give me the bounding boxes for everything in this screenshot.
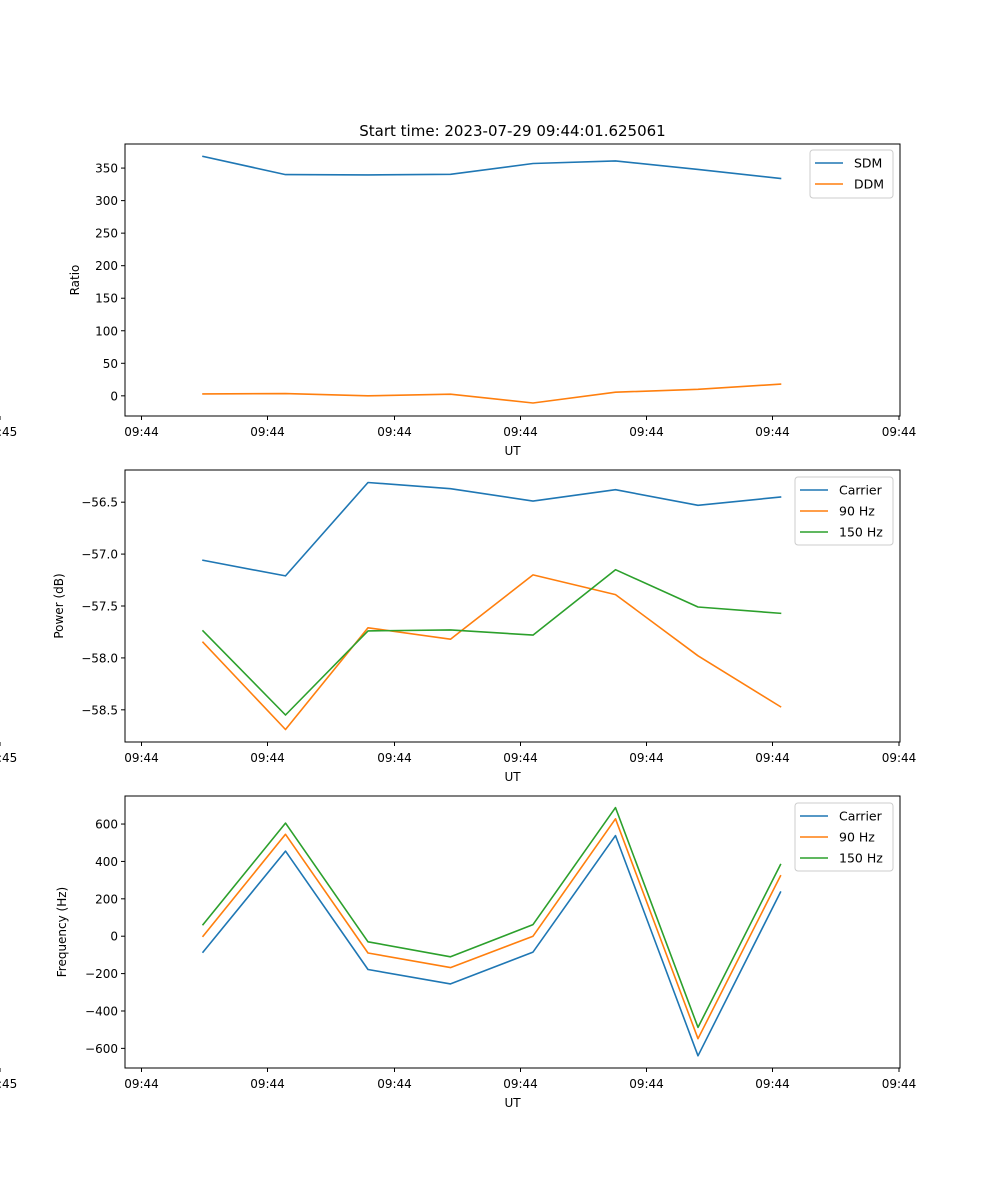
x-tick-label: 09:44 xyxy=(503,751,538,765)
y-tick-label: 200 xyxy=(95,892,118,906)
ratio-x-axis-label: UT xyxy=(504,444,521,458)
legend-label: 90 Hz xyxy=(839,830,875,845)
x-tick-label: 09:45 xyxy=(0,751,17,765)
chart-title: Start time: 2023-07-29 09:44:01.625061 xyxy=(359,122,665,140)
power-x-ticks: 09:44 09:44 09:44 09:44 09:44 09:44 09:44 09:45 xyxy=(0,742,916,765)
x-tick-label: 09:44 xyxy=(882,751,917,765)
x-tick-label: 09:44 xyxy=(377,425,412,439)
power-legend: Carrier 90 Hz 150 Hz xyxy=(794,476,894,546)
series-line-90-hz xyxy=(201,574,782,731)
legend-box xyxy=(794,476,894,546)
y-tick-label: 350 xyxy=(95,162,118,176)
x-tick-label: 09:44 xyxy=(250,751,285,765)
legend-box xyxy=(794,802,894,872)
x-tick-label: 09:44 xyxy=(503,1077,538,1091)
legend-label: 150 Hz xyxy=(839,525,883,540)
x-tick-label: 09:44 xyxy=(629,1077,664,1091)
legend-box xyxy=(809,149,894,199)
y-tick-label: 600 xyxy=(95,818,118,832)
legend-label: Carrier xyxy=(839,483,883,498)
frequency-plot-frame xyxy=(124,795,901,1069)
y-tick-label: 0 xyxy=(110,930,118,944)
x-tick-label: 09:44 xyxy=(629,751,664,765)
x-tick-label: 09:44 xyxy=(503,425,538,439)
power-y-axis-label: Power (dB) xyxy=(52,573,66,638)
x-tick-label: 09:44 xyxy=(250,1077,285,1091)
x-tick-label: 09:44 xyxy=(755,425,790,439)
x-tick-label: 09:44 xyxy=(377,751,412,765)
x-tick-label: 09:44 xyxy=(124,1077,159,1091)
y-tick-label: 100 xyxy=(95,324,118,338)
x-tick-label: 09:44 xyxy=(882,1077,917,1091)
x-tick-label: 09:44 xyxy=(124,751,159,765)
series-line-carrier xyxy=(201,834,782,1057)
series-line-ddm xyxy=(202,383,782,404)
y-tick-label: −200 xyxy=(85,967,118,981)
ratio-legend: SDM DDM xyxy=(809,149,894,199)
frequency-x-ticks: 09:44 09:44 09:44 09:44 09:44 09:44 09:44 09:45 xyxy=(0,1068,916,1091)
legend-label: 150 Hz xyxy=(839,851,883,866)
y-tick-label: −56.5 xyxy=(81,496,118,510)
x-tick-label: 09:44 xyxy=(755,751,790,765)
series-line-150-hz xyxy=(201,806,782,1029)
y-tick-label: −400 xyxy=(85,1004,118,1018)
power-y-ticks: −56.5 −57.0 −57.5 −58.0 −58.5 xyxy=(81,496,125,717)
y-tick-label: 200 xyxy=(95,259,118,273)
y-tick-label: −600 xyxy=(85,1042,118,1056)
frequency-x-axis-label: UT xyxy=(504,1096,521,1110)
ratio-plot-lines xyxy=(202,155,782,404)
legend-label: Carrier xyxy=(839,809,883,824)
series-line-sdm xyxy=(202,155,782,180)
x-tick-label: 09:45 xyxy=(0,1077,17,1091)
y-tick-label: 50 xyxy=(103,357,118,371)
frequency-y-ticks: −600 −400 −200 0 200 400 600 xyxy=(85,818,125,1056)
x-tick-label: 09:44 xyxy=(250,425,285,439)
x-tick-label: 09:45 xyxy=(0,425,17,439)
frequency-plot-lines xyxy=(201,806,782,1057)
power-panel: −56.5−57.0−57.5−58.0−58.5 09:44 09:44 09:4… xyxy=(0,469,916,784)
ratio-x-ticks: 09:44 09:44 09:44 09:44 09:44 09:44 09:44 09:45 xyxy=(0,416,916,439)
legend-label: SDM xyxy=(854,156,882,171)
x-tick-label: 09:44 xyxy=(629,425,664,439)
frequency-y-axis-label: Frequency (Hz) xyxy=(55,887,69,978)
ratio-panel: Start time: 2023-07-29 09:44:01.625061 0… xyxy=(0,122,916,458)
ratio-y-axis-label: Ratio xyxy=(68,265,82,296)
y-tick-label: −58.0 xyxy=(81,651,118,665)
power-plot-lines xyxy=(201,481,782,731)
y-tick-label: −57.0 xyxy=(81,548,118,562)
ratio-plot-frame xyxy=(124,143,901,417)
x-tick-label: 09:44 xyxy=(882,425,917,439)
legend-label: 90 Hz xyxy=(839,504,875,519)
x-tick-label: 09:44 xyxy=(755,1077,790,1091)
series-line-90-hz xyxy=(201,817,782,1040)
x-tick-label: 09:44 xyxy=(124,425,159,439)
x-tick-label: 09:44 xyxy=(377,1077,412,1091)
y-tick-label: 150 xyxy=(95,292,118,306)
power-x-axis-label: UT xyxy=(504,770,521,784)
y-tick-label: 0 xyxy=(110,389,118,403)
y-tick-label: 300 xyxy=(95,194,118,208)
series-line-carrier xyxy=(202,481,782,577)
y-tick-label: −58.5 xyxy=(81,703,118,717)
ratio-y-ticks: 0 50 100 150 200 250 300 350 xyxy=(95,162,125,403)
series-line-150-hz xyxy=(201,568,782,716)
y-tick-label: 400 xyxy=(95,855,118,869)
frequency-legend: Carrier 90 Hz 150 Hz xyxy=(794,802,894,872)
legend-label: DDM xyxy=(854,177,884,192)
y-tick-label: −57.5 xyxy=(81,600,118,614)
y-tick-label: 250 xyxy=(95,227,118,241)
